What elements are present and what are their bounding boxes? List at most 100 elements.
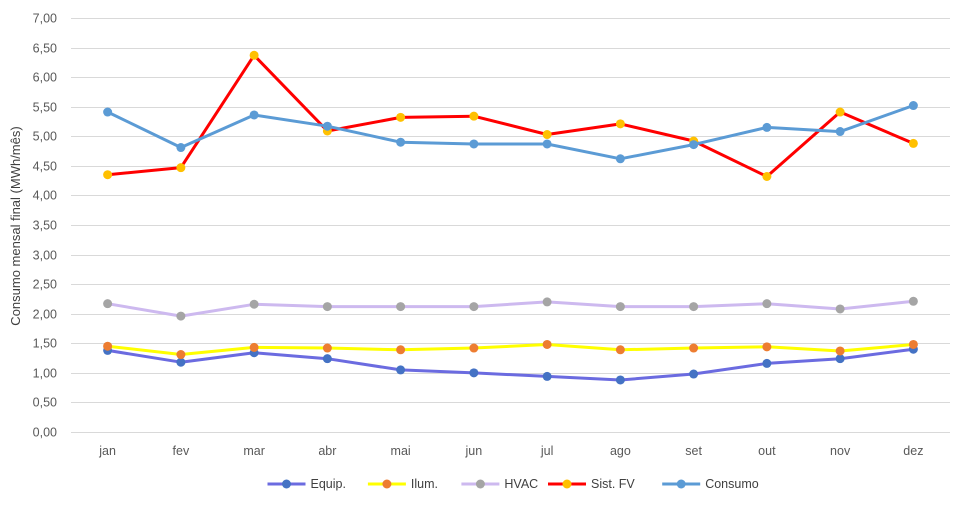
- data-point-hvac: [615, 302, 625, 312]
- x-tick-label: ago: [610, 444, 631, 458]
- data-point-sist-fv: [103, 170, 113, 180]
- legend-item-consumo: Consumo: [662, 477, 759, 491]
- data-point-consumo: [835, 127, 845, 137]
- series-sist-fv: [103, 50, 918, 182]
- legend-swatch-marker: [676, 479, 686, 489]
- series-line-ilum: [106, 343, 915, 356]
- y-tick-label: 7,00: [33, 12, 57, 26]
- y-tick-label: 3,00: [33, 249, 57, 263]
- data-point-sist-fv: [762, 172, 772, 182]
- y-tick-label: 1,50: [33, 337, 57, 351]
- x-tick-label: set: [685, 444, 702, 458]
- data-point-ilum: [908, 339, 918, 349]
- x-tick-label: jan: [98, 444, 116, 458]
- y-axis-title: Consumo mensal final (MWh/mês): [8, 126, 23, 325]
- data-point-hvac: [322, 302, 332, 312]
- legend-item-ilum: Ilum.: [367, 477, 438, 491]
- y-tick-label: 2,50: [33, 278, 57, 292]
- data-point-equip: [396, 365, 406, 375]
- data-point-equip: [176, 357, 186, 367]
- data-point-consumo: [103, 107, 113, 117]
- legend-swatch-marker: [382, 479, 392, 489]
- data-point-sist-fv: [249, 50, 259, 60]
- data-point-consumo: [615, 154, 625, 164]
- y-tick-label: 6,00: [33, 71, 57, 85]
- data-point-hvac: [835, 304, 845, 314]
- data-point-consumo: [176, 143, 186, 153]
- x-axis-ticks: jan fev mar abr mai jun jul ago set out nov dez: [98, 444, 923, 458]
- y-tick-label: 5,00: [33, 130, 57, 144]
- x-tick-label: fev: [173, 444, 190, 458]
- gridlines: [71, 18, 950, 433]
- data-point-equip: [689, 369, 699, 379]
- data-point-hvac: [469, 302, 479, 312]
- data-point-hvac: [176, 311, 186, 321]
- legend-swatch-marker: [475, 479, 485, 489]
- data-point-consumo: [542, 139, 552, 149]
- data-point-consumo: [322, 121, 332, 131]
- y-tick-label: 5,50: [33, 101, 57, 115]
- legend-label: Sist. FV: [591, 477, 635, 491]
- y-tick-label: 0,50: [33, 396, 57, 410]
- data-point-consumo: [689, 140, 699, 150]
- data-point-sist-fv: [908, 138, 918, 148]
- data-point-ilum: [762, 342, 772, 352]
- x-tick-label: nov: [830, 444, 851, 458]
- series-hvac: [103, 296, 918, 321]
- y-tick-label: 2,00: [33, 308, 57, 322]
- y-tick-label: 4,00: [33, 189, 57, 203]
- y-tick-label: 3,50: [33, 219, 57, 233]
- data-point-hvac: [103, 299, 113, 309]
- legend-label: Equip.: [311, 477, 346, 491]
- data-point-sist-fv: [469, 111, 479, 121]
- data-point-sist-fv: [835, 107, 845, 117]
- legend-label: Consumo: [705, 477, 759, 491]
- x-tick-label: abr: [318, 444, 336, 458]
- data-point-consumo: [249, 110, 259, 120]
- data-point-sist-fv: [542, 130, 552, 140]
- legend-item-equip: Equip.: [267, 477, 346, 491]
- data-point-ilum: [322, 343, 332, 353]
- y-tick-label: 0,00: [33, 426, 57, 440]
- series-equip: [103, 344, 918, 385]
- data-point-hvac: [689, 302, 699, 312]
- y-tick-label: 6,50: [33, 42, 57, 56]
- data-point-ilum: [249, 342, 259, 352]
- data-point-hvac: [542, 297, 552, 307]
- data-point-hvac: [396, 302, 406, 312]
- x-tick-label: jun: [465, 444, 483, 458]
- data-point-equip: [762, 358, 772, 368]
- series-consumo: [103, 101, 918, 164]
- data-point-equip: [542, 371, 552, 381]
- data-point-sist-fv: [396, 112, 406, 122]
- y-axis-ticks: 0,00 0,50 1,00 1,50 2,00 2,50 3,00 3,50 4,00 4,50…: [33, 12, 57, 440]
- data-point-hvac: [908, 296, 918, 306]
- data-point-ilum: [103, 341, 113, 351]
- data-point-ilum: [615, 345, 625, 355]
- x-tick-label: mar: [243, 444, 265, 458]
- data-point-ilum: [542, 339, 552, 349]
- series: [103, 50, 918, 385]
- data-point-equip: [615, 375, 625, 385]
- legend-item-hvac: HVAC: [461, 477, 538, 491]
- data-point-hvac: [249, 299, 259, 309]
- data-point-ilum: [396, 345, 406, 355]
- legend-label: Ilum.: [411, 477, 438, 491]
- legend-swatch-marker: [282, 479, 291, 489]
- data-point-equip: [835, 354, 845, 364]
- series-line-equip: [106, 347, 915, 382]
- data-point-ilum: [176, 350, 186, 360]
- legend-label: HVAC: [504, 477, 538, 491]
- data-point-ilum: [469, 343, 479, 353]
- data-point-consumo: [396, 137, 406, 147]
- data-point-sist-fv: [615, 119, 625, 129]
- legend-item-sist-fv: Sist. FV: [548, 477, 635, 491]
- data-point-equip: [469, 368, 479, 378]
- x-tick-label: mai: [391, 444, 411, 458]
- data-point-equip: [322, 354, 332, 364]
- x-tick-label: dez: [903, 444, 923, 458]
- data-point-consumo: [762, 122, 772, 132]
- legend-swatch-marker: [562, 479, 572, 489]
- data-point-ilum: [689, 343, 699, 353]
